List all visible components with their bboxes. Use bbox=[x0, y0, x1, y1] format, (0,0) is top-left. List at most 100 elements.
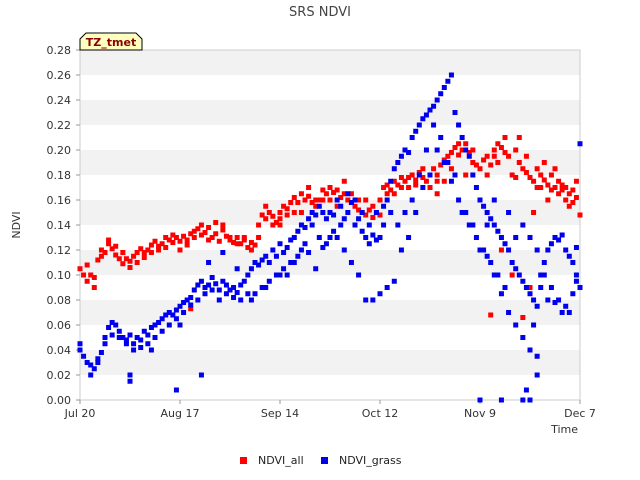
ndvi-all-point bbox=[452, 145, 458, 150]
ndvi-all-point bbox=[538, 172, 544, 178]
ndvi-all-point bbox=[306, 185, 312, 190]
ndvi-grass-point bbox=[234, 266, 240, 272]
ndvi-grass-point bbox=[373, 210, 379, 215]
ndvi-all-point bbox=[291, 210, 297, 215]
ndvi-all-point bbox=[448, 166, 454, 172]
ndvi-grass-point bbox=[566, 310, 572, 315]
ndvi-grass-point bbox=[488, 216, 494, 222]
ndvi-grass-point bbox=[148, 347, 154, 353]
ndvi-grass-point bbox=[159, 316, 165, 322]
ndvi-all-point bbox=[498, 247, 504, 253]
ndvi-grass-point bbox=[245, 291, 251, 297]
ndvi-all-point bbox=[548, 187, 554, 193]
ndvi-all-point bbox=[556, 191, 562, 197]
ndvi-all-point bbox=[327, 197, 333, 203]
ndvi-grass-point bbox=[148, 325, 154, 330]
ndvi-all-point bbox=[170, 240, 176, 245]
ndvi-grass-point bbox=[170, 312, 176, 318]
x-tick-label: Aug 17 bbox=[161, 407, 200, 420]
y-tick-label: 0.06 bbox=[47, 319, 72, 332]
ndvi-grass-point bbox=[209, 275, 215, 280]
ndvi-grass-point bbox=[441, 85, 447, 90]
ndvi-grass-point bbox=[470, 172, 476, 178]
ndvi-all-point bbox=[484, 172, 490, 178]
ndvi-grass-point bbox=[356, 272, 362, 278]
ndvi-all-point bbox=[527, 285, 533, 290]
ndvi-all-point bbox=[131, 253, 137, 259]
ndvi-all-point bbox=[566, 191, 572, 197]
ndvi-grass-point bbox=[484, 210, 490, 215]
ndvi-all-point bbox=[331, 190, 337, 195]
ndvi-all-point bbox=[523, 170, 529, 175]
ndvi-all-point bbox=[548, 172, 554, 178]
ndvi-grass-point bbox=[309, 210, 315, 215]
ndvi-grass-point bbox=[284, 272, 290, 278]
ndvi-all-point bbox=[459, 147, 465, 153]
ndvi-grass-point bbox=[145, 341, 151, 347]
ndvi-grass-point bbox=[391, 278, 397, 284]
ndvi-all-point bbox=[202, 230, 208, 235]
ndvi-grass-point bbox=[413, 210, 419, 215]
ndvi-grass-point bbox=[248, 266, 254, 272]
ndvi-all-point bbox=[166, 237, 172, 243]
ndvi-all-point bbox=[170, 232, 176, 238]
ndvi-grass-point bbox=[120, 335, 126, 340]
ndvi-all-point bbox=[466, 150, 472, 155]
legend-item-ndvi-grass[interactable]: NDVI_grass bbox=[321, 454, 402, 467]
ndvi-grass-point bbox=[573, 245, 579, 250]
ndvi-all-point bbox=[363, 197, 369, 203]
ndvi-all-point bbox=[241, 235, 247, 240]
ndvi-all-point bbox=[113, 243, 119, 249]
ndvi-all-point bbox=[156, 247, 162, 253]
ndvi-grass-point bbox=[334, 235, 340, 240]
ndvi-grass-point bbox=[388, 178, 394, 184]
ndvi-grass-point bbox=[534, 372, 540, 378]
ndvi-all-point bbox=[234, 235, 240, 240]
ndvi-grass-point bbox=[345, 191, 351, 197]
ndvi-grass-point bbox=[316, 203, 322, 209]
ndvi-all-point bbox=[531, 178, 537, 184]
ndvi-grass-point bbox=[131, 347, 137, 353]
ndvi-grass-point bbox=[384, 197, 390, 203]
ndvi-all-point bbox=[259, 212, 265, 218]
ndvi-grass-point bbox=[309, 222, 315, 228]
ndvi-grass-point bbox=[138, 345, 144, 350]
ndvi-grass-point bbox=[491, 197, 497, 203]
ndvi-grass-point bbox=[334, 197, 340, 203]
ndvi-grass-point bbox=[263, 285, 269, 290]
ndvi-grass-point bbox=[466, 153, 472, 159]
ndvi-all-point bbox=[534, 185, 540, 190]
ndvi-grass-point bbox=[173, 316, 179, 322]
ndvi-grass-point bbox=[545, 297, 551, 303]
ndvi-grass-point bbox=[534, 303, 540, 309]
ndvi-grass-point bbox=[84, 360, 90, 365]
ndvi-all-point bbox=[266, 210, 272, 215]
ndvi-grass-point bbox=[523, 285, 529, 290]
ndvi-all-point bbox=[491, 147, 497, 153]
ndvi-grass-point bbox=[227, 287, 233, 293]
ndvi-all-point bbox=[213, 231, 219, 237]
y-axis-title: NDVI bbox=[10, 211, 23, 238]
ndvi-grass-point bbox=[359, 210, 365, 215]
y-tick-label: 0.20 bbox=[47, 144, 72, 157]
ndvi-all-point bbox=[238, 241, 244, 247]
ndvi-grass-point bbox=[109, 332, 115, 338]
ndvi-grass-point bbox=[563, 303, 569, 309]
ndvi-grass-point bbox=[531, 322, 537, 328]
ndvi-grass-point bbox=[534, 353, 540, 359]
ndvi-all-point bbox=[316, 197, 322, 203]
ndvi-grass-point bbox=[431, 122, 437, 128]
ndvi-grass-point bbox=[341, 247, 347, 253]
ndvi-all-point bbox=[513, 147, 519, 153]
ndvi-all-point bbox=[495, 160, 501, 165]
ndvi-grass-point bbox=[423, 147, 429, 153]
ndvi-all-point bbox=[381, 185, 387, 190]
ndvi-grass-point bbox=[231, 285, 237, 290]
ndvi-grass-point bbox=[113, 322, 119, 328]
ndvi-all-point bbox=[88, 272, 94, 278]
legend-item-ndvi-all[interactable]: NDVI_all bbox=[240, 454, 304, 467]
ndvi-grass-point bbox=[81, 353, 87, 359]
ndvi-all-point bbox=[516, 160, 522, 165]
ndvi-grass-point bbox=[459, 135, 465, 140]
